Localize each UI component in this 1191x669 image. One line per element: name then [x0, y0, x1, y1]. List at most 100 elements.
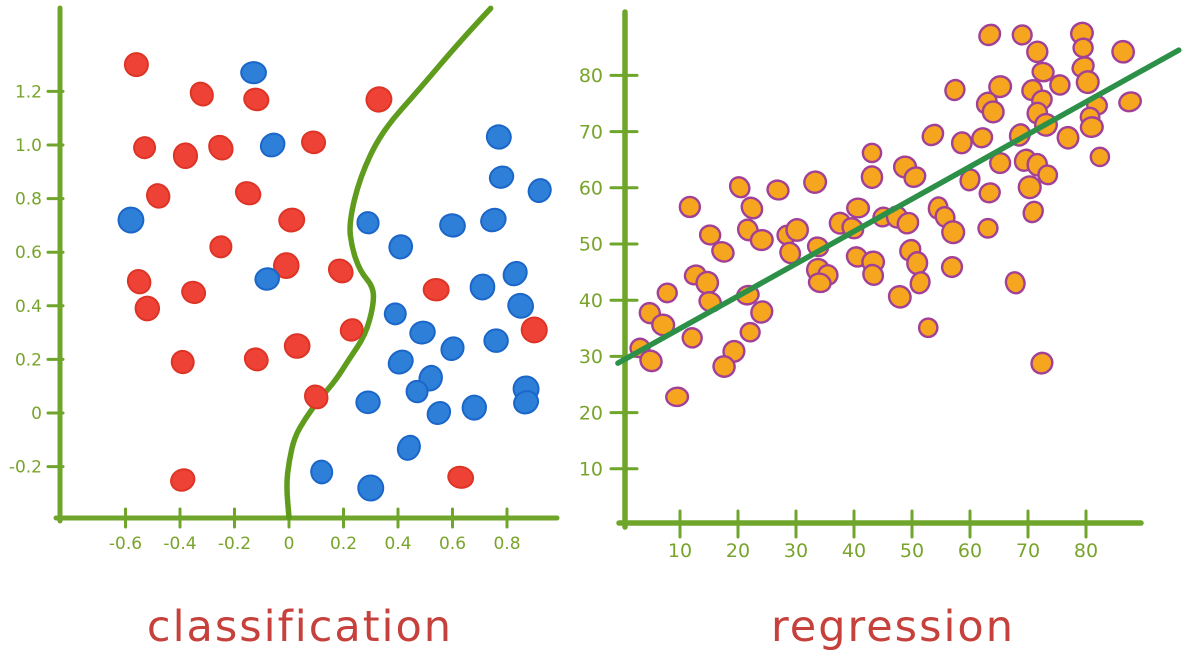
y-tick-label: 20: [579, 402, 603, 424]
orange-data-point: [909, 271, 931, 295]
blue-data-point: [388, 234, 414, 260]
orange-data-point: [803, 170, 828, 194]
blue-data-point: [310, 459, 334, 485]
orange-data-point: [739, 321, 761, 343]
blue-data-point: [357, 474, 385, 502]
blue-data-point: [502, 260, 528, 287]
red-data-point: [134, 295, 161, 322]
blue-data-point: [461, 394, 487, 421]
blue-data-point: [409, 320, 436, 345]
blue-data-point: [383, 302, 407, 326]
blue-data-point: [426, 400, 452, 426]
x-tick-label: -0.2: [218, 534, 251, 554]
orange-data-point: [728, 176, 751, 199]
y-tick-label: 80: [579, 65, 603, 87]
x-tick-label: 10: [668, 540, 692, 562]
regression-chart: 10 20 30 40 50 60 70 80 80 70 60 50 40 30 20 10: [579, 9, 1182, 562]
red-data-point: [172, 142, 199, 170]
orange-data-point: [807, 272, 832, 294]
red-data-point: [520, 316, 548, 344]
x-tick-label: 50: [900, 540, 924, 562]
orange-data-point: [950, 131, 973, 155]
x-tick-label: 0: [284, 534, 295, 554]
red-data-point: [339, 318, 364, 342]
blue-data-point: [507, 292, 534, 319]
y-tick-label: 30: [579, 346, 603, 368]
orange-data-point: [862, 263, 885, 287]
y-tick-label: 0.6: [15, 243, 42, 263]
orange-data-point: [766, 179, 790, 201]
red-data-point: [170, 468, 196, 492]
x-tick-label: 0.6: [439, 534, 466, 554]
blue-data-point: [387, 349, 414, 375]
red-data-point: [447, 465, 475, 489]
y-tick-label: -0.2: [9, 458, 42, 478]
red-data-point: [208, 134, 234, 161]
y-tick-label: 70: [579, 121, 603, 143]
orange-data-point: [1111, 39, 1135, 64]
orange-data-point: [1031, 61, 1055, 83]
orange-data-point: [971, 127, 994, 149]
orange-data-point: [846, 197, 871, 219]
blue-data-point: [240, 61, 267, 85]
orange-data-point: [785, 218, 810, 242]
red-data-point: [422, 278, 450, 302]
red-data-point: [146, 183, 171, 209]
blue-data-point: [355, 390, 381, 415]
classification-title: classification: [146, 602, 454, 652]
blue-data-point: [405, 379, 429, 404]
y-tick-label: 60: [579, 177, 603, 199]
x-tick-label: 30: [784, 540, 808, 562]
blue-data-point: [485, 124, 512, 150]
orange-data-point: [678, 195, 702, 219]
blue-data-point: [488, 165, 515, 189]
y-tick-label: 0.4: [15, 297, 42, 317]
orange-data-point: [656, 282, 678, 304]
blue-data-point: [356, 211, 380, 235]
orange-data-point: [1004, 271, 1026, 295]
orange-data-point: [887, 285, 912, 309]
orange-data-point: [941, 220, 966, 245]
y-tick-label: 1.2: [15, 82, 42, 102]
orange-data-point: [639, 349, 663, 373]
orange-data-point: [1037, 164, 1059, 186]
orange-data-point: [1072, 37, 1094, 59]
orange-data-point: [978, 23, 1002, 47]
y-tick-label: 40: [579, 290, 603, 312]
y-tick-label: 10: [579, 458, 603, 480]
blue-data-point: [480, 207, 507, 233]
orange-data-point: [1030, 351, 1054, 375]
orange-data-point: [978, 182, 1001, 204]
x-tick-label: -0.4: [163, 534, 196, 554]
red-data-point: [283, 333, 311, 359]
class-red-series: [123, 52, 548, 492]
x-tick-label: 60: [958, 540, 982, 562]
orange-data-point: [977, 217, 999, 239]
orange-data-point: [959, 168, 981, 192]
samples-series: [629, 21, 1142, 408]
orange-data-point: [917, 317, 939, 339]
orange-data-point: [940, 256, 964, 279]
orange-data-point: [906, 251, 929, 276]
regression-line: [615, 47, 1182, 366]
class-blue-series: [117, 61, 552, 502]
x-tick-label: 0.8: [493, 534, 520, 554]
orange-data-point: [1026, 40, 1049, 64]
x-tick-label: 20: [726, 540, 750, 562]
red-data-point: [304, 384, 329, 410]
red-data-point: [327, 258, 354, 284]
orange-data-point: [712, 355, 736, 378]
orange-data-point: [681, 327, 703, 349]
blue-data-point: [254, 267, 280, 291]
orange-data-point: [749, 228, 774, 252]
blue-data-point: [440, 336, 465, 362]
orange-data-point: [665, 386, 690, 408]
red-data-point: [234, 181, 262, 206]
red-data-point: [278, 207, 306, 233]
red-data-point: [133, 136, 157, 160]
orange-data-point: [944, 78, 966, 102]
red-data-point: [123, 52, 149, 78]
orange-data-point: [698, 224, 722, 246]
red-data-point: [209, 235, 233, 259]
orange-data-point: [750, 300, 774, 324]
